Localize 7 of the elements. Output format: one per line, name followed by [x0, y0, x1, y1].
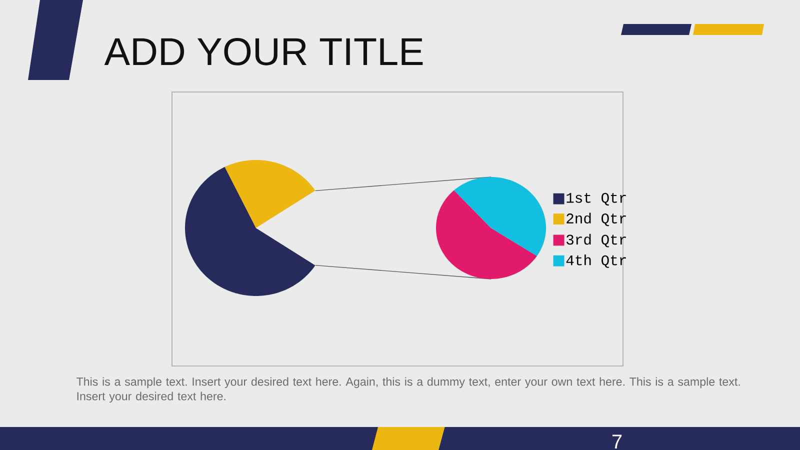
- legend-label: 1st Qtr: [566, 192, 626, 206]
- legend-label: 4th Qtr: [566, 254, 626, 268]
- legend-label: 3rd Qtr: [566, 234, 626, 248]
- text: This is a sample text. Insert your desired text here. Again, this is a dummy text, enter your own text here. This is a sample text. Insert your desired text here.: [76, 377, 740, 403]
- text: 7: [612, 434, 622, 448]
- legend-label: 2nd Qtr: [566, 212, 626, 226]
- chart-title: ADD YOUR TITLE: [104, 38, 423, 66]
